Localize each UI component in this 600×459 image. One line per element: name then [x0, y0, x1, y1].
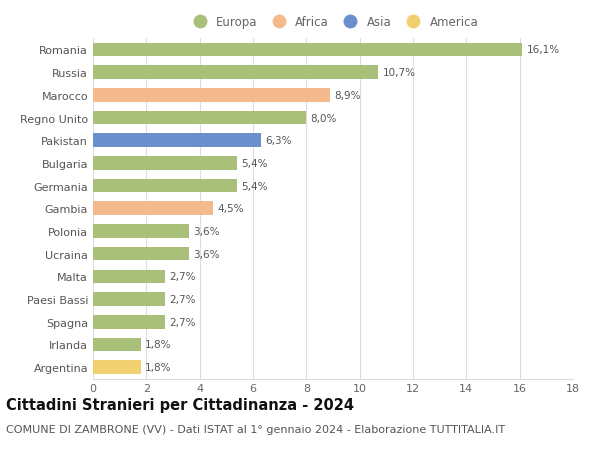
- Bar: [93, 134, 261, 148]
- Text: 5,4%: 5,4%: [241, 181, 268, 191]
- Text: 3,6%: 3,6%: [193, 249, 220, 259]
- Text: COMUNE DI ZAMBRONE (VV) - Dati ISTAT al 1° gennaio 2024 - Elaborazione TUTTITALI: COMUNE DI ZAMBRONE (VV) - Dati ISTAT al …: [6, 425, 505, 435]
- Bar: [93, 361, 141, 374]
- Bar: [93, 157, 237, 170]
- Bar: [93, 315, 165, 329]
- Text: 3,6%: 3,6%: [193, 226, 220, 236]
- Text: 1,8%: 1,8%: [145, 362, 172, 372]
- Text: Cittadini Stranieri per Cittadinanza - 2024: Cittadini Stranieri per Cittadinanza - 2…: [6, 397, 354, 412]
- Text: 16,1%: 16,1%: [526, 45, 559, 56]
- Bar: [93, 270, 165, 284]
- Text: 2,7%: 2,7%: [169, 272, 196, 282]
- Bar: [93, 179, 237, 193]
- Text: 2,7%: 2,7%: [169, 294, 196, 304]
- Text: 6,3%: 6,3%: [265, 136, 292, 146]
- Text: 8,0%: 8,0%: [310, 113, 337, 123]
- Text: 5,4%: 5,4%: [241, 158, 268, 168]
- Bar: [93, 338, 141, 352]
- Text: 10,7%: 10,7%: [382, 68, 415, 78]
- Text: 8,9%: 8,9%: [334, 90, 361, 101]
- Bar: [93, 112, 307, 125]
- Text: 4,5%: 4,5%: [217, 204, 244, 214]
- Bar: [93, 44, 523, 57]
- Bar: [93, 247, 189, 261]
- Bar: [93, 66, 379, 80]
- Text: 1,8%: 1,8%: [145, 340, 172, 350]
- Legend: Europa, Africa, Asia, America: Europa, Africa, Asia, America: [188, 16, 478, 29]
- Text: 2,7%: 2,7%: [169, 317, 196, 327]
- Bar: [93, 89, 331, 102]
- Bar: [93, 225, 189, 238]
- Bar: [93, 202, 213, 216]
- Bar: [93, 293, 165, 306]
